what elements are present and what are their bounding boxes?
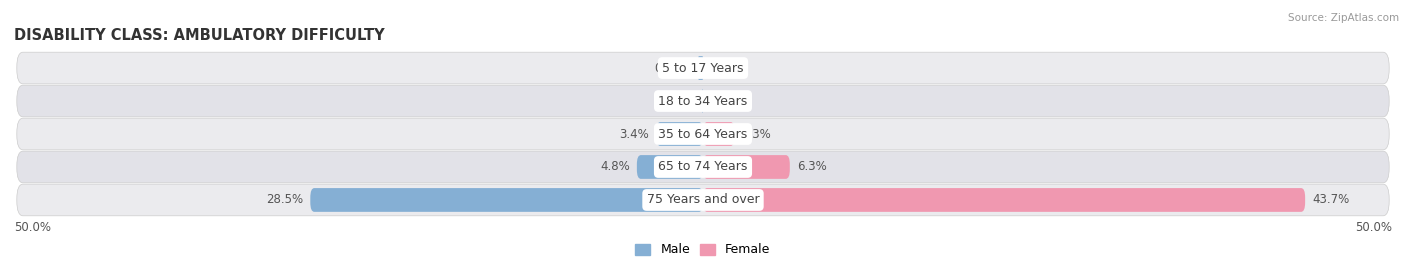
Text: 18 to 34 Years: 18 to 34 Years <box>658 95 748 107</box>
Text: DISABILITY CLASS: AMBULATORY DIFFICULTY: DISABILITY CLASS: AMBULATORY DIFFICULTY <box>14 28 385 43</box>
Text: 6.3%: 6.3% <box>797 161 827 173</box>
Text: 0.0%: 0.0% <box>710 62 740 75</box>
FancyBboxPatch shape <box>17 151 1389 183</box>
Text: 28.5%: 28.5% <box>266 193 304 206</box>
Text: 43.7%: 43.7% <box>1312 193 1350 206</box>
Text: 35 to 64 Years: 35 to 64 Years <box>658 128 748 140</box>
Text: 5 to 17 Years: 5 to 17 Years <box>662 62 744 75</box>
FancyBboxPatch shape <box>311 188 703 212</box>
Text: 3.4%: 3.4% <box>620 128 650 140</box>
Text: 65 to 74 Years: 65 to 74 Years <box>658 161 748 173</box>
Text: 50.0%: 50.0% <box>1355 221 1392 234</box>
Text: Source: ZipAtlas.com: Source: ZipAtlas.com <box>1288 13 1399 23</box>
Text: 50.0%: 50.0% <box>14 221 51 234</box>
Legend: Male, Female: Male, Female <box>636 243 770 256</box>
FancyBboxPatch shape <box>699 56 703 80</box>
Text: 0.34%: 0.34% <box>654 62 692 75</box>
FancyBboxPatch shape <box>703 188 1305 212</box>
FancyBboxPatch shape <box>17 85 1389 117</box>
FancyBboxPatch shape <box>703 155 790 179</box>
Text: 2.3%: 2.3% <box>741 128 772 140</box>
Text: 75 Years and over: 75 Years and over <box>647 193 759 206</box>
Text: 0.03%: 0.03% <box>658 95 696 107</box>
Text: 0.0%: 0.0% <box>710 95 740 107</box>
Text: 4.8%: 4.8% <box>600 161 630 173</box>
FancyBboxPatch shape <box>657 122 703 146</box>
FancyBboxPatch shape <box>17 184 1389 216</box>
FancyBboxPatch shape <box>17 52 1389 84</box>
FancyBboxPatch shape <box>703 122 735 146</box>
FancyBboxPatch shape <box>17 118 1389 150</box>
FancyBboxPatch shape <box>637 155 703 179</box>
